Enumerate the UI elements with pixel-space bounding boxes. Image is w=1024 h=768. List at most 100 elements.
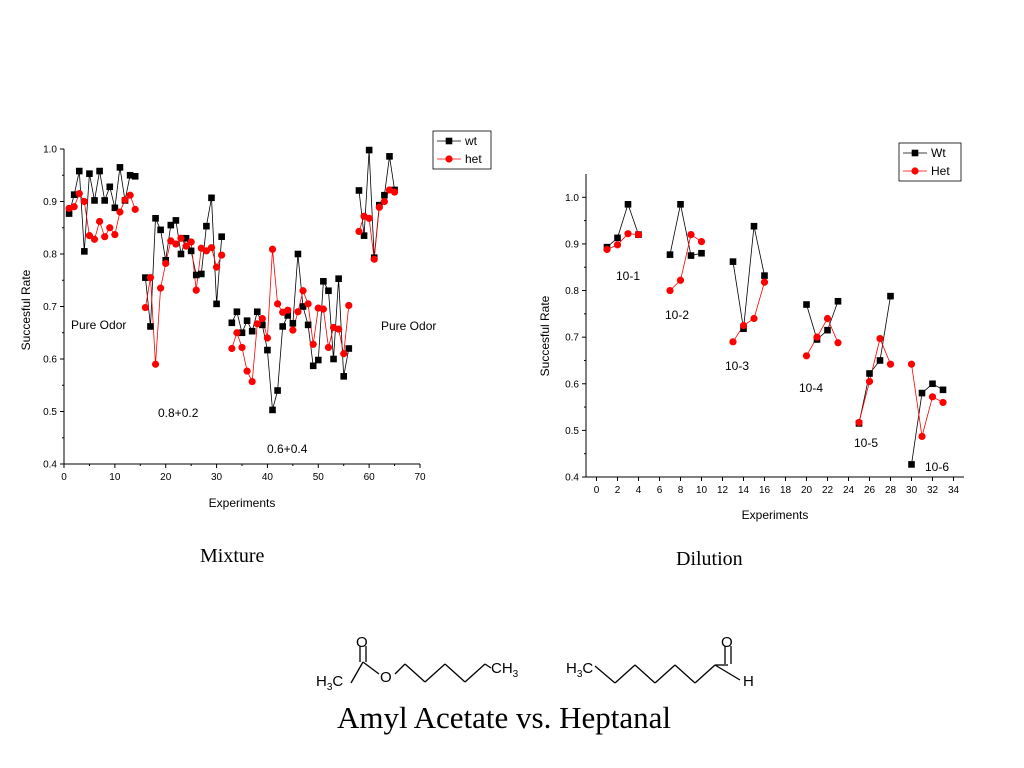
dilution-y-tick-label: 0.9 bbox=[565, 239, 579, 250]
mixture-series-het-point bbox=[85, 232, 94, 240]
mixture-series-het-point bbox=[390, 188, 399, 196]
mixture-series-het-point bbox=[248, 377, 256, 386]
mixture-series-het-point bbox=[274, 300, 282, 308]
heptanal-o: O bbox=[721, 634, 733, 651]
dilution-x-tick-label: 28 bbox=[885, 485, 897, 496]
dilution-y-axis-label: Succesful Rate bbox=[538, 295, 552, 376]
mixture-x-tick-label: 50 bbox=[313, 472, 325, 483]
dilution-series-het-line bbox=[606, 233, 639, 250]
amyl-acetate-structure bbox=[350, 646, 492, 684]
mixture-series-wt-point bbox=[381, 191, 388, 199]
dilution-series-het-point bbox=[697, 237, 706, 246]
mixture-y-axis-label: Succesful Rate bbox=[19, 269, 33, 350]
mixture-series-wt-point bbox=[187, 247, 195, 255]
dilution-series-het-point bbox=[802, 352, 811, 360]
mixture-series-het-point bbox=[263, 334, 272, 342]
mixture-y-tick-label: 0.8 bbox=[43, 250, 57, 261]
mixture-series-het-point bbox=[309, 340, 317, 348]
mixture-series-wt-point bbox=[111, 204, 119, 212]
mixture-series-het-point bbox=[370, 255, 378, 263]
dilution-series-het-point bbox=[907, 360, 916, 368]
dilution-series-wt-line bbox=[606, 203, 639, 248]
mixture-x-tick-label: 0 bbox=[61, 472, 67, 483]
mixture-series-het-point bbox=[355, 227, 363, 236]
dilution-series-wt-point bbox=[729, 258, 737, 265]
mixture-series-wt-point bbox=[81, 248, 88, 255]
mixture-x-tick-label: 40 bbox=[262, 472, 274, 483]
mixture-series-wt-point bbox=[167, 221, 175, 229]
mixture-series-het-point bbox=[304, 300, 312, 308]
mixture-x-tick-label: 60 bbox=[364, 472, 376, 483]
mixture-series-wt-point bbox=[192, 271, 200, 279]
amyl-acetate-h3c: H3C bbox=[316, 673, 343, 693]
mixture-series-het-point bbox=[233, 329, 241, 337]
mixture-series-het-point bbox=[151, 360, 160, 368]
mixture-y-tick-label: 0.5 bbox=[43, 407, 57, 418]
mixture-y-tick-label: 0.6 bbox=[43, 355, 57, 366]
mixture-annotation: Pure Odor bbox=[71, 318, 126, 332]
dilution-series-het-point bbox=[750, 314, 758, 323]
mixture-series-wt-point bbox=[157, 226, 164, 234]
dilution-series-wt-point bbox=[803, 301, 810, 308]
mixture-series-wt-point bbox=[152, 215, 159, 222]
mixture-legend-box bbox=[432, 130, 492, 170]
dilution-x-tick-label: 26 bbox=[864, 485, 876, 496]
mixture-series-wt-point bbox=[253, 308, 261, 316]
mixture-y-tick-label: 0.9 bbox=[43, 197, 57, 208]
mixture-series-het-point bbox=[90, 235, 99, 243]
dilution-series-het-line bbox=[858, 337, 891, 423]
dilution-series-wt-point bbox=[666, 251, 674, 258]
mixture-series-het-point bbox=[126, 191, 134, 199]
dilution-series-wt-point bbox=[918, 389, 926, 397]
dilution-series-wt-point bbox=[698, 249, 705, 257]
mixture-series-het-point bbox=[111, 230, 119, 239]
dilution-series-wt-point bbox=[876, 357, 884, 364]
dilution-x-axis-label: Experiments bbox=[742, 508, 809, 522]
dilution-legend-box bbox=[898, 142, 962, 182]
mixture-series-het-point bbox=[218, 251, 226, 259]
mixture-series-het-point bbox=[335, 325, 343, 333]
dilution-series-wt-line bbox=[669, 204, 702, 257]
mixture-series-wt-point bbox=[147, 323, 154, 330]
dilution-annotation: 10-2 bbox=[665, 308, 689, 322]
dilution-series-het-point bbox=[760, 278, 769, 286]
mixture-series-het-point bbox=[380, 197, 388, 206]
dilution-series-het-point bbox=[928, 393, 937, 401]
mixture-series-wt-point bbox=[325, 287, 332, 295]
mixture-series-wt-point bbox=[294, 250, 302, 258]
amyl-acetate-o-top: O bbox=[356, 634, 368, 651]
heptanal-structure bbox=[594, 646, 741, 684]
dilution-series-het-point bbox=[729, 338, 737, 346]
mixture-series-wt-point bbox=[345, 345, 353, 352]
dilution-x-tick-label: 0 bbox=[594, 485, 600, 496]
dilution-series-het-point bbox=[613, 241, 622, 249]
mixture-legend-marker bbox=[445, 155, 453, 163]
mixture-series-wt-point bbox=[91, 197, 98, 204]
heptanal-h: H bbox=[743, 673, 754, 690]
dilution-x-tick-label: 10 bbox=[696, 485, 708, 496]
mixture-series-het-point bbox=[365, 214, 373, 222]
mixture-series-wt-point bbox=[70, 191, 78, 198]
mixture-series-wt-point bbox=[360, 232, 368, 239]
dilution-series-het-point bbox=[823, 314, 832, 323]
mixture-series-wt-point bbox=[365, 146, 373, 154]
mixture-series-wt-point bbox=[106, 183, 114, 191]
dilution-series-wt-point bbox=[929, 380, 936, 388]
dilution-series-het-point bbox=[634, 231, 643, 239]
dilution-legend-marker bbox=[911, 167, 919, 175]
mixture-series-wt-line bbox=[68, 167, 136, 252]
mixture-series-het-point bbox=[80, 197, 88, 206]
caption-mixture: Mixture bbox=[200, 545, 265, 567]
dilution-series-wt-point bbox=[939, 386, 947, 394]
mixture-series-wt-point bbox=[96, 167, 103, 175]
mixture-series-het-point bbox=[172, 240, 180, 248]
dilution-series-het-point bbox=[676, 276, 685, 284]
dilution-annotation: 10-1 bbox=[616, 269, 640, 283]
mixture-series-wt-point bbox=[320, 278, 327, 285]
mixture-series-het-point bbox=[238, 343, 246, 352]
mixture-series-wt-point bbox=[314, 356, 322, 364]
mixture-series-wt-point bbox=[142, 274, 149, 281]
mixture-series-wt-point bbox=[233, 308, 241, 316]
dilution-x-tick-label: 4 bbox=[636, 485, 642, 496]
